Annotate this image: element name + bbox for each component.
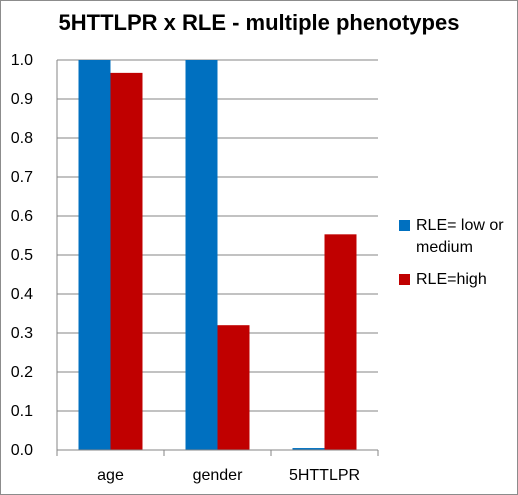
x-category-label: gender	[193, 467, 243, 484]
y-tick-label: 0.6	[11, 208, 33, 225]
y-tick-label: 1.0	[11, 52, 33, 69]
y-tick-label: 0.3	[11, 325, 33, 342]
y-tick-label: 0.1	[11, 403, 33, 420]
y-tick-label: 0.7	[11, 169, 33, 186]
bar-5httlpr-series-2	[324, 234, 357, 450]
x-category-label: 5HTTLPR	[289, 467, 360, 484]
legend-label-series-1: RLE= low or medium	[416, 217, 504, 256]
legend-swatch-series-1	[399, 220, 410, 231]
bar-age-series-1	[78, 60, 111, 450]
legend-label-series-2: RLE=high	[416, 271, 487, 288]
bar-gender-series-2	[217, 325, 250, 450]
chart-title: 5HTTLPR x RLE - multiple phenotypes	[58, 10, 460, 35]
y-tick-label: 0.5	[11, 247, 33, 264]
bar-5httlpr-series-1	[292, 448, 325, 450]
bar-age-series-2	[110, 72, 143, 451]
y-tick-label: 0.4	[11, 286, 33, 303]
y-tick-label: 0.2	[11, 364, 33, 381]
bar-gender-series-1	[185, 60, 218, 450]
y-tick-label: 0.8	[11, 130, 33, 147]
y-tick-label: 0.0	[11, 442, 33, 459]
legend-swatch-series-2	[399, 274, 410, 285]
y-tick-label: 0.9	[11, 91, 33, 108]
x-category-label: age	[97, 467, 124, 484]
